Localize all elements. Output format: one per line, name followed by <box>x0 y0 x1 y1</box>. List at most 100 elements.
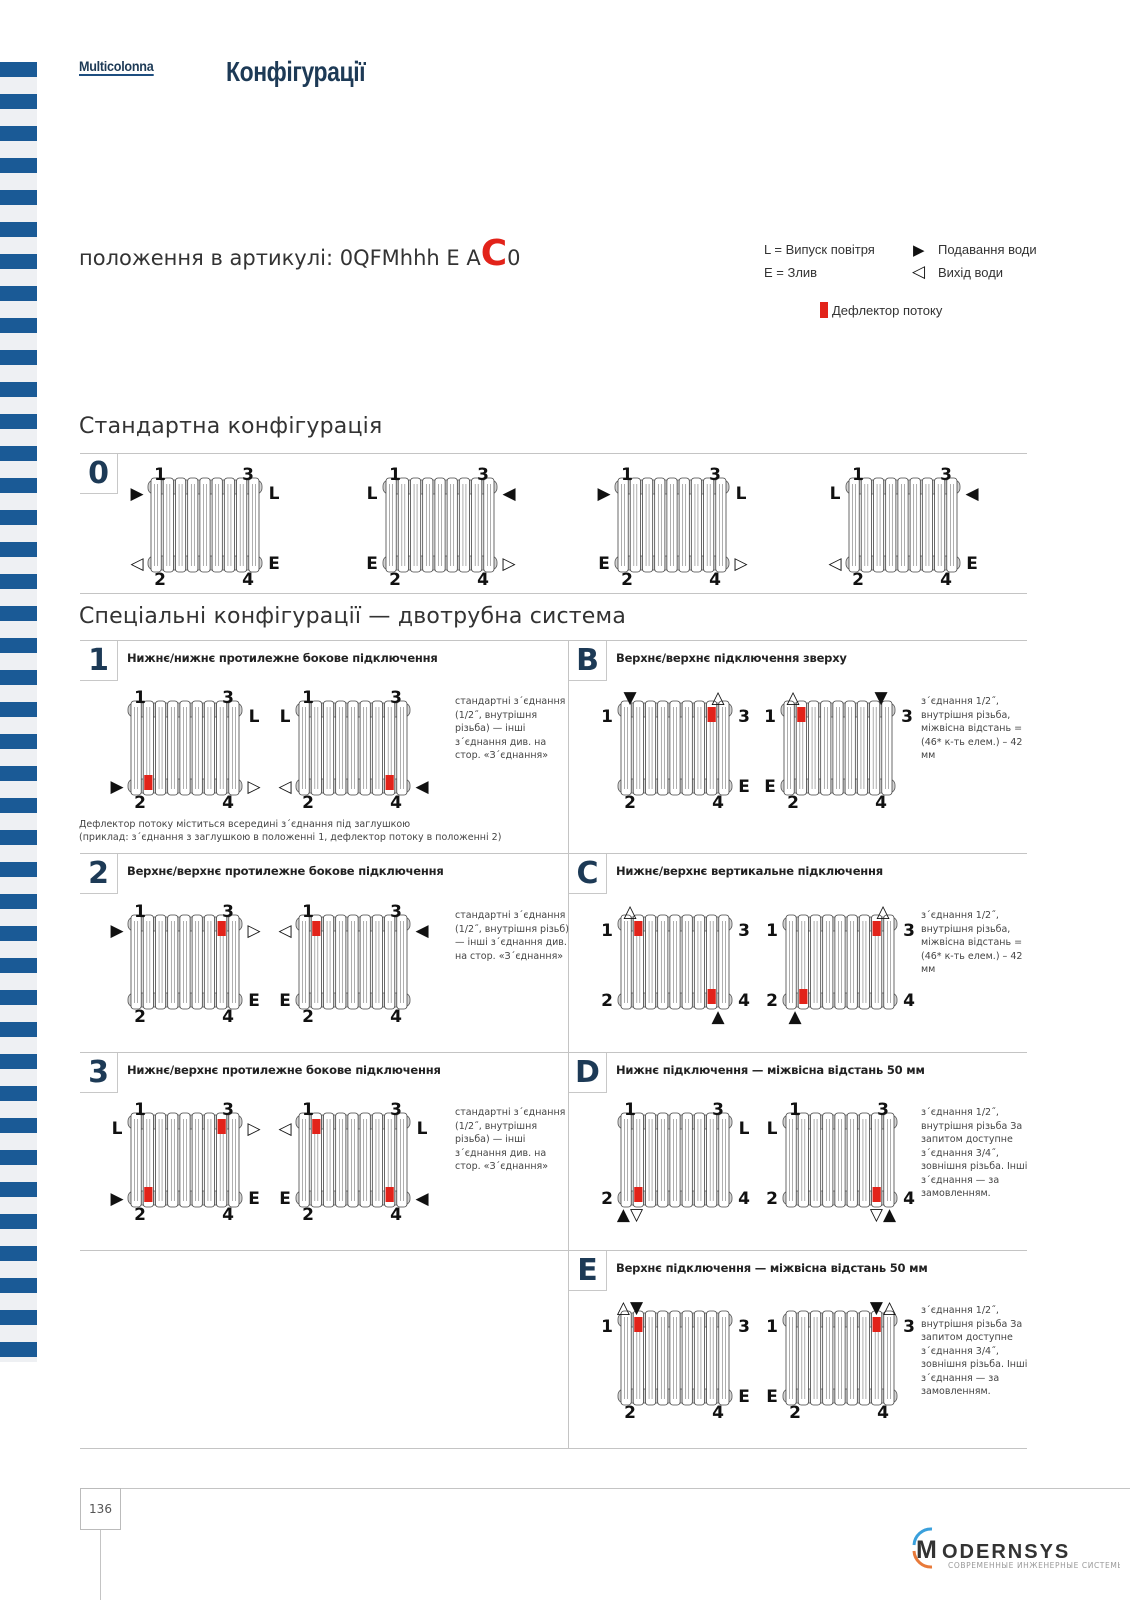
config-code-box: 1 <box>80 641 118 681</box>
diagram-label-right-t: 3 <box>738 921 750 941</box>
diagram-label-above-r: ▼△ <box>870 1298 897 1318</box>
modernsys-logo: M ODERNSYS СОВРЕМЕННЫЕ ИНЖЕНЕРНЫЕ СИСТЕМ… <box>910 1525 1124 1570</box>
diagram-label-above-r: 3 <box>712 1100 724 1120</box>
flow-deflector <box>799 989 808 1004</box>
diagram-label-left-b: E <box>366 554 378 574</box>
radiator-diagram: △ ▼ 1 3 E2 4 <box>764 688 913 813</box>
diagram-label-right-t: L <box>269 484 280 504</box>
diagram-label-right-b: 4 <box>903 991 915 1011</box>
radiator-diagram: 1 3 ▶ L E2 4 ▷ <box>597 465 748 590</box>
connection-note: стандартні з΄єднання (1/2˝, внутрішня рі… <box>455 696 566 761</box>
connection-note: стандартні з΄єднання (1/2˝, внутрішня рі… <box>455 910 569 962</box>
diagram-label-right-b: ◀ <box>415 1189 429 1209</box>
diagram-label-above-l: △ <box>786 688 800 708</box>
article-suffix: 0 <box>507 246 521 270</box>
divider <box>80 640 1027 641</box>
connection-note: з΄єднання 1/2˝, внутрішня різьба За запи… <box>921 1107 1028 1199</box>
footer-divider <box>100 1530 101 1600</box>
diagram-label-below-l: 2 <box>302 793 314 813</box>
flow-deflector <box>144 775 153 790</box>
legend-deflector: Дефлектор потоку <box>832 303 943 318</box>
diagram-label-above-r: 3 <box>390 688 402 708</box>
radiator-body <box>617 914 733 1010</box>
diagram-label-right-b: E <box>248 1189 260 1209</box>
radiator-body <box>617 1310 733 1406</box>
diagram-label-above-r: 3 <box>222 688 234 708</box>
diagram-label-below-l: 2 <box>134 793 146 813</box>
diagram-label-above-l: ▼ <box>623 688 637 708</box>
diagram-label-below-l: 2 <box>302 1007 314 1027</box>
diagram-label-below-r: 4 <box>390 793 402 813</box>
diagram-label-right-b: ▷ <box>734 554 748 574</box>
footer-divider <box>121 1488 1130 1489</box>
diagram-label-left-t: ▶ <box>597 484 611 504</box>
diagram-label-above-l: △ <box>623 902 637 922</box>
config-code-box: B <box>569 641 607 681</box>
diagram-label-below-l: 2 <box>787 793 799 813</box>
flow-deflector <box>634 921 643 936</box>
config-code-box: 3 <box>80 1053 118 1093</box>
diagram-label-above-r: 3 <box>477 465 489 485</box>
flow-deflector <box>797 707 806 722</box>
diagram-label-below-l: 2 <box>621 570 633 590</box>
diagram-label-above-l: 1 <box>302 1100 314 1120</box>
connection-note: з΄єднання 1/2˝, внутрішня різьба, міжвіс… <box>921 696 1023 761</box>
water-in-icon: ▶ <box>913 241 925 259</box>
diagram-label-above-l: 1 <box>389 465 401 485</box>
diagram-label-left-t: L <box>367 484 378 504</box>
flow-deflector <box>385 775 394 790</box>
diagram-label-below-r: 4 <box>390 1007 402 1027</box>
radiator-body <box>617 1112 733 1208</box>
radiator-diagram: 1 3 ◁ L E2 4 ◀ <box>278 1100 429 1225</box>
config-code-box: 2 <box>80 854 118 894</box>
divider <box>80 1250 1027 1251</box>
radiator-body <box>295 914 411 1010</box>
diagram-label-above-l: 1 <box>154 465 166 485</box>
diagram-label-left-t: ▶ <box>130 484 144 504</box>
diagram-label-left-b: ▶ <box>110 777 124 797</box>
radiator-body <box>127 914 243 1010</box>
radiator-body <box>845 477 961 573</box>
config-code-box: D <box>569 1053 607 1093</box>
diagram-label-below-r: 4 <box>477 570 489 590</box>
article-position: положення в артикулі: 0QFMhhh E AC0 <box>79 236 521 272</box>
radiator-body <box>127 700 243 796</box>
flow-deflector <box>634 1317 643 1332</box>
diagram-label-left-t: 1 <box>766 1317 778 1337</box>
diagram-label-above-r: 3 <box>709 465 721 485</box>
diagram-label-left-t: L <box>280 707 291 727</box>
radiator-diagram: 1 3L 2 4 ▲▽ <box>601 1100 750 1225</box>
legend-air-vent: L = Випуск повітря <box>764 242 875 257</box>
flow-deflector <box>144 1187 153 1202</box>
radiator-body <box>782 1310 898 1406</box>
flow-deflector <box>312 1119 321 1134</box>
radiator-diagram: ▼△ 1 3 E2 4 <box>766 1298 915 1423</box>
section-title: Нижнє/верхнє протилежне бокове підключен… <box>127 1063 441 1077</box>
section-title: Верхнє підключення — міжвісна відстань 5… <box>616 1261 928 1275</box>
diagram-label-below-r: 4 <box>875 793 887 813</box>
legend-water-out: Вихід води <box>938 265 1004 280</box>
divider <box>80 593 1027 594</box>
diagram-label-left-t: ◁ <box>278 921 292 941</box>
diagram-label-below-l: 2 <box>302 1205 314 1225</box>
diagram-label-left-t: 1 <box>766 921 778 941</box>
diagram-label-below-r: 4 <box>709 570 721 590</box>
svg-text:СОВРЕМЕННЫЕ ИНЖЕНЕРНЫЕ СИСТЕМЫ: СОВРЕМЕННЫЕ ИНЖЕНЕРНЫЕ СИСТЕМЫ <box>948 1561 1120 1570</box>
diagram-label-right-b: E <box>268 554 280 574</box>
diagram-label-right-t: ◀ <box>965 484 979 504</box>
diagram-label-below-l: ▲ <box>788 1007 802 1027</box>
config-code-box: 0 <box>80 454 118 494</box>
diagram-label-right-t: ◀ <box>502 484 516 504</box>
diagram-label-right-b: 4 <box>738 1189 750 1209</box>
svg-text:M: M <box>916 1536 937 1564</box>
diagram-label-below-r: 4 <box>222 793 234 813</box>
flow-deflector <box>312 921 321 936</box>
divider <box>80 1052 1027 1053</box>
radiator-diagram: △ 1 3 2 4 ▲ <box>601 902 750 1027</box>
radiator-body <box>382 477 498 573</box>
radiator-diagram: △ 1 3 2 4 ▲ <box>766 902 915 1027</box>
section-title: Верхнє/верхнє підключення зверху <box>616 651 847 665</box>
diagram-label-below-r: 4 <box>712 1403 724 1423</box>
diagram-label-left-t: 1 <box>601 1317 613 1337</box>
diagram-label-right-t: ▷ <box>247 1119 261 1139</box>
